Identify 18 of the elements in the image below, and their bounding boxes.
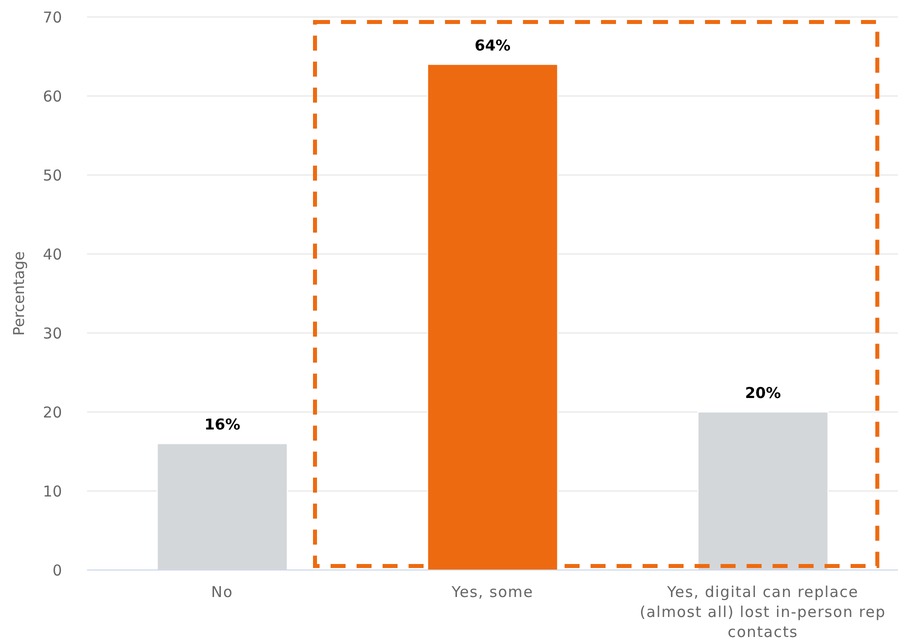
y-axis-title: Percentage — [10, 251, 28, 336]
y-tick-label: 0 — [52, 561, 62, 580]
y-tick-label: 60 — [42, 87, 62, 106]
x-tick-label: Yes, some — [450, 583, 534, 601]
y-tick-label: 10 — [42, 482, 62, 500]
y-tick-label: 30 — [42, 324, 62, 342]
y-tick-label: 50 — [42, 166, 62, 184]
y-tick-label: 40 — [42, 245, 62, 264]
data-label: 16% — [204, 416, 240, 434]
data-label: 20% — [745, 384, 781, 402]
y-tick-label: 20 — [42, 403, 62, 422]
bar — [427, 64, 558, 570]
x-tick-label: No — [211, 583, 234, 601]
y-tick-label: 70 — [42, 8, 62, 26]
bar — [697, 412, 828, 570]
data-label: 64% — [474, 36, 511, 54]
bar — [156, 443, 288, 570]
x-tick-label: Yes, digital can replace (almost all) lost in-person rep contacts — [640, 583, 886, 641]
